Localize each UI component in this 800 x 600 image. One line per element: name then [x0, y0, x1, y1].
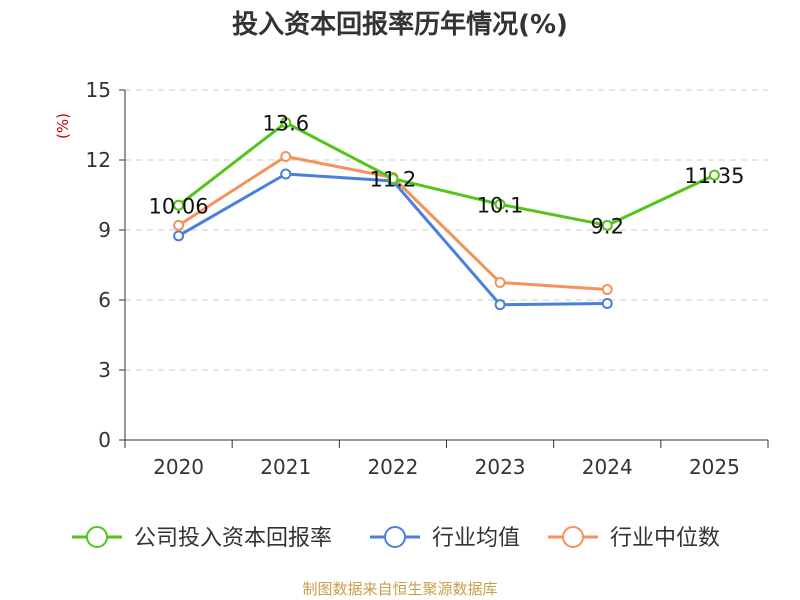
series-0-point	[173, 199, 185, 211]
data-label-2020: 10.06	[149, 194, 209, 218]
legend-item-1[interactable]: 行业均值	[370, 526, 520, 551]
x-tick-label-2023: 2023	[475, 455, 526, 479]
legend-swatch-marker	[86, 526, 108, 548]
y-tick-label: 9	[98, 218, 111, 242]
y-tick-label: 0	[98, 428, 111, 452]
legend-item-2[interactable]: 行业中位数	[548, 526, 720, 551]
legend[interactable]: 公司投入资本回报率 行业均值 行业中位数	[72, 526, 720, 551]
series-0-point	[708, 169, 720, 181]
series-0-point	[601, 219, 613, 231]
axes: 0 3 6 9 12 15 2020 2021 2022 2023 2024 2025 (%)	[54, 78, 769, 479]
y-tick-label: 3	[98, 358, 111, 382]
chart-title: 投入资本回报率历年情况(%)	[232, 10, 568, 40]
y-tick-label: 12	[86, 148, 111, 172]
data-source-note: 制图数据来自恒生聚源数据库	[302, 580, 498, 598]
series-line-0	[177, 121, 716, 227]
series-1-point	[494, 299, 506, 311]
x-tick-label-2024: 2024	[582, 455, 633, 479]
series-0-point	[280, 117, 292, 129]
x-tick-label-2025: 2025	[689, 455, 740, 479]
series-0-point	[494, 198, 506, 210]
legend-label: 行业均值	[432, 526, 520, 551]
series-1-point	[173, 230, 185, 242]
series-1-point	[280, 168, 292, 180]
data-label-2022: 11.2	[370, 168, 417, 192]
legend-swatch-marker	[562, 526, 584, 548]
series-2-point	[494, 277, 506, 288]
legend-label: 公司投入资本回报率	[134, 526, 332, 551]
series-2-point	[280, 151, 292, 162]
y-tick-label: 6	[98, 288, 111, 312]
legend-label: 行业中位数	[610, 526, 720, 551]
data-label-2021: 13.6	[262, 112, 309, 136]
series-0-point	[387, 173, 399, 185]
y-tick-label: 15	[86, 78, 111, 102]
series-1-point	[601, 298, 613, 309]
legend-swatch-marker	[384, 526, 406, 548]
x-tick-label-2021: 2021	[260, 455, 311, 479]
data-label-2023: 10.1	[477, 193, 524, 217]
data-label-2024: 9.2	[591, 214, 624, 238]
data-label-2025: 11.35	[684, 164, 744, 188]
legend-item-0[interactable]: 公司投入资本回报率	[72, 526, 332, 551]
series-2-point	[173, 219, 185, 231]
series	[173, 117, 720, 311]
data-labels: 10.06 13.6 11.2 10.1 9.2 11.35	[149, 112, 745, 239]
x-tick-label-2020: 2020	[153, 455, 204, 479]
x-tick-label-2022: 2022	[367, 455, 418, 479]
y-axis-label: (%)	[54, 113, 72, 139]
series-2-point	[601, 284, 613, 295]
